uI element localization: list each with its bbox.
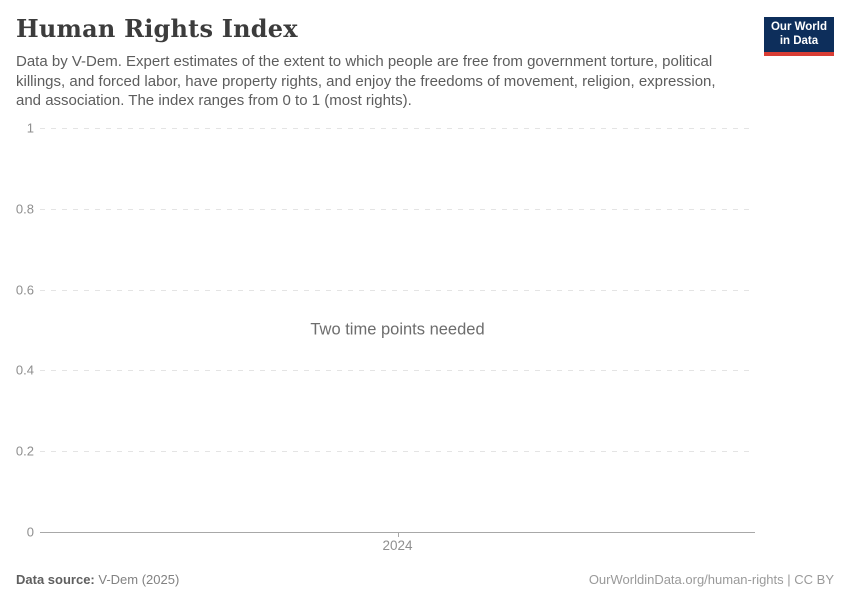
owid-logo-line1: Our World xyxy=(770,21,827,33)
y-axis-tick-label: 0.4 xyxy=(15,362,34,378)
y-axis-tick-label: 0.8 xyxy=(15,201,34,217)
gridline xyxy=(40,370,755,372)
owid-logo-line2: in Data xyxy=(779,34,819,47)
gridline xyxy=(40,128,755,129)
y-axis-tick-label: 0.6 xyxy=(15,282,34,298)
credit-url-link[interactable]: OurWorldinData.org/human-rights xyxy=(588,572,784,587)
data-source-value: V-Dem (2025) xyxy=(98,572,180,587)
y-axis-tick-label: 1 xyxy=(26,120,34,136)
chart-footer: Data source: V-Dem (2025) OurWorldinData… xyxy=(16,572,834,587)
x-axis-tick-label: 2024 xyxy=(382,538,413,553)
credit-line: OurWorldinData.org/human-rights | CC BY xyxy=(589,572,834,587)
gridline xyxy=(40,208,755,210)
gridline xyxy=(40,289,755,291)
data-source-label: Data source: xyxy=(16,572,95,587)
y-axis-tick-label: 0 xyxy=(26,524,34,540)
x-axis-tick-mark xyxy=(397,532,399,537)
credit-license-link[interactable]: CC BY xyxy=(794,572,834,587)
chart-header: Human Rights Index Data by V-Dem. Expert… xyxy=(16,14,834,111)
y-axis-tick-label: 0.2 xyxy=(15,443,34,459)
chart-subtitle: Data by V-Dem. Expert estimates of the e… xyxy=(16,53,716,109)
data-source: Data source: V-Dem (2025) xyxy=(16,572,179,587)
chart-title: Human Rights Index xyxy=(16,14,298,43)
owid-logo[interactable]: Our World in Data xyxy=(763,17,834,56)
gridline xyxy=(40,451,755,453)
credit-separator: | xyxy=(783,572,795,587)
empty-chart-message: Two time points needed xyxy=(310,320,485,339)
